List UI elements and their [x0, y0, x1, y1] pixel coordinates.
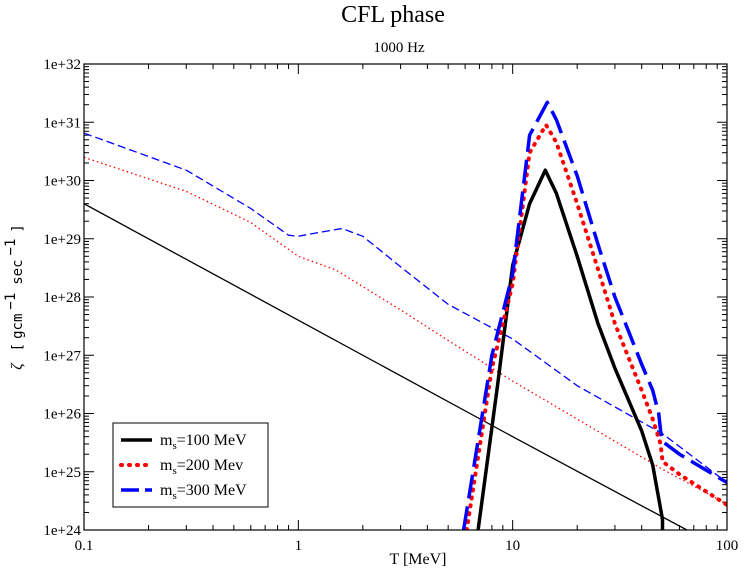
- series-line: [84, 203, 688, 530]
- svg-text:ζ [ gcm −1: ζ [ gcm −1 sec −1 ]: [2, 224, 26, 370]
- legend-label: ms=300 MeV: [160, 482, 247, 502]
- y-tick-label: 1e+32: [43, 57, 81, 73]
- y-axis-close: ]: [10, 224, 26, 232]
- y-tick-label: 1e+25: [43, 465, 81, 481]
- y-axis-symbol: ζ: [9, 362, 26, 370]
- y-tick-label: 1e+30: [43, 174, 81, 190]
- chart-title: CFL phase: [341, 2, 445, 28]
- x-tick-label: 100: [716, 538, 739, 554]
- y-axis-label: ζ [ gcm −1 sec −1 ]: [2, 224, 26, 370]
- y-tick-label: 1e+27: [43, 348, 81, 364]
- y-tick-label: 1e+29: [43, 232, 81, 248]
- y-axis-unit1: gcm: [10, 314, 26, 339]
- series-line: [461, 100, 727, 530]
- x-tick-label: 1: [295, 538, 303, 554]
- legend-label: ms=200 Mev: [160, 457, 243, 477]
- plot-frame: [83, 63, 728, 531]
- x-axis-label: T [MeV]: [389, 551, 446, 568]
- y-tick-label: 1e+28: [43, 290, 81, 306]
- y-tick-labels: 1e+24 1e+25 1e+26 1e+27 1e+28 1e+29 1e+30 1e+31…: [43, 57, 81, 539]
- y-tick-label: 1e+31: [43, 115, 81, 131]
- legend: ms=100 MeV ms=200 Mev ms=300 MeV: [112, 422, 269, 508]
- y-tick-label: 1e+26: [43, 407, 81, 423]
- y-axis-exp1: −1: [3, 293, 19, 310]
- y-tick-label: 1e+24: [43, 523, 81, 539]
- x-tick-labels: 0.1 1 10 100: [75, 538, 739, 554]
- y-axis-exp2: −1: [3, 239, 19, 256]
- series-line: [84, 156, 727, 505]
- chart-subtitle: 1000 Hz: [373, 40, 425, 56]
- y-axis-open: [: [10, 343, 26, 351]
- x-tick-label: 10: [505, 538, 520, 554]
- series-group: [84, 100, 727, 530]
- legend-label: ms=100 MeV: [160, 432, 247, 452]
- y-axis-unit2: sec: [10, 259, 26, 284]
- series-line: [84, 132, 727, 484]
- series-line: [476, 168, 665, 530]
- axis-ticks: [83, 64, 727, 531]
- x-tick-label: 0.1: [75, 538, 94, 554]
